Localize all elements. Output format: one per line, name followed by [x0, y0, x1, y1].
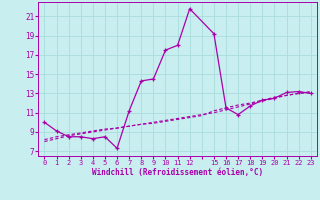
X-axis label: Windchill (Refroidissement éolien,°C): Windchill (Refroidissement éolien,°C)	[92, 168, 263, 177]
